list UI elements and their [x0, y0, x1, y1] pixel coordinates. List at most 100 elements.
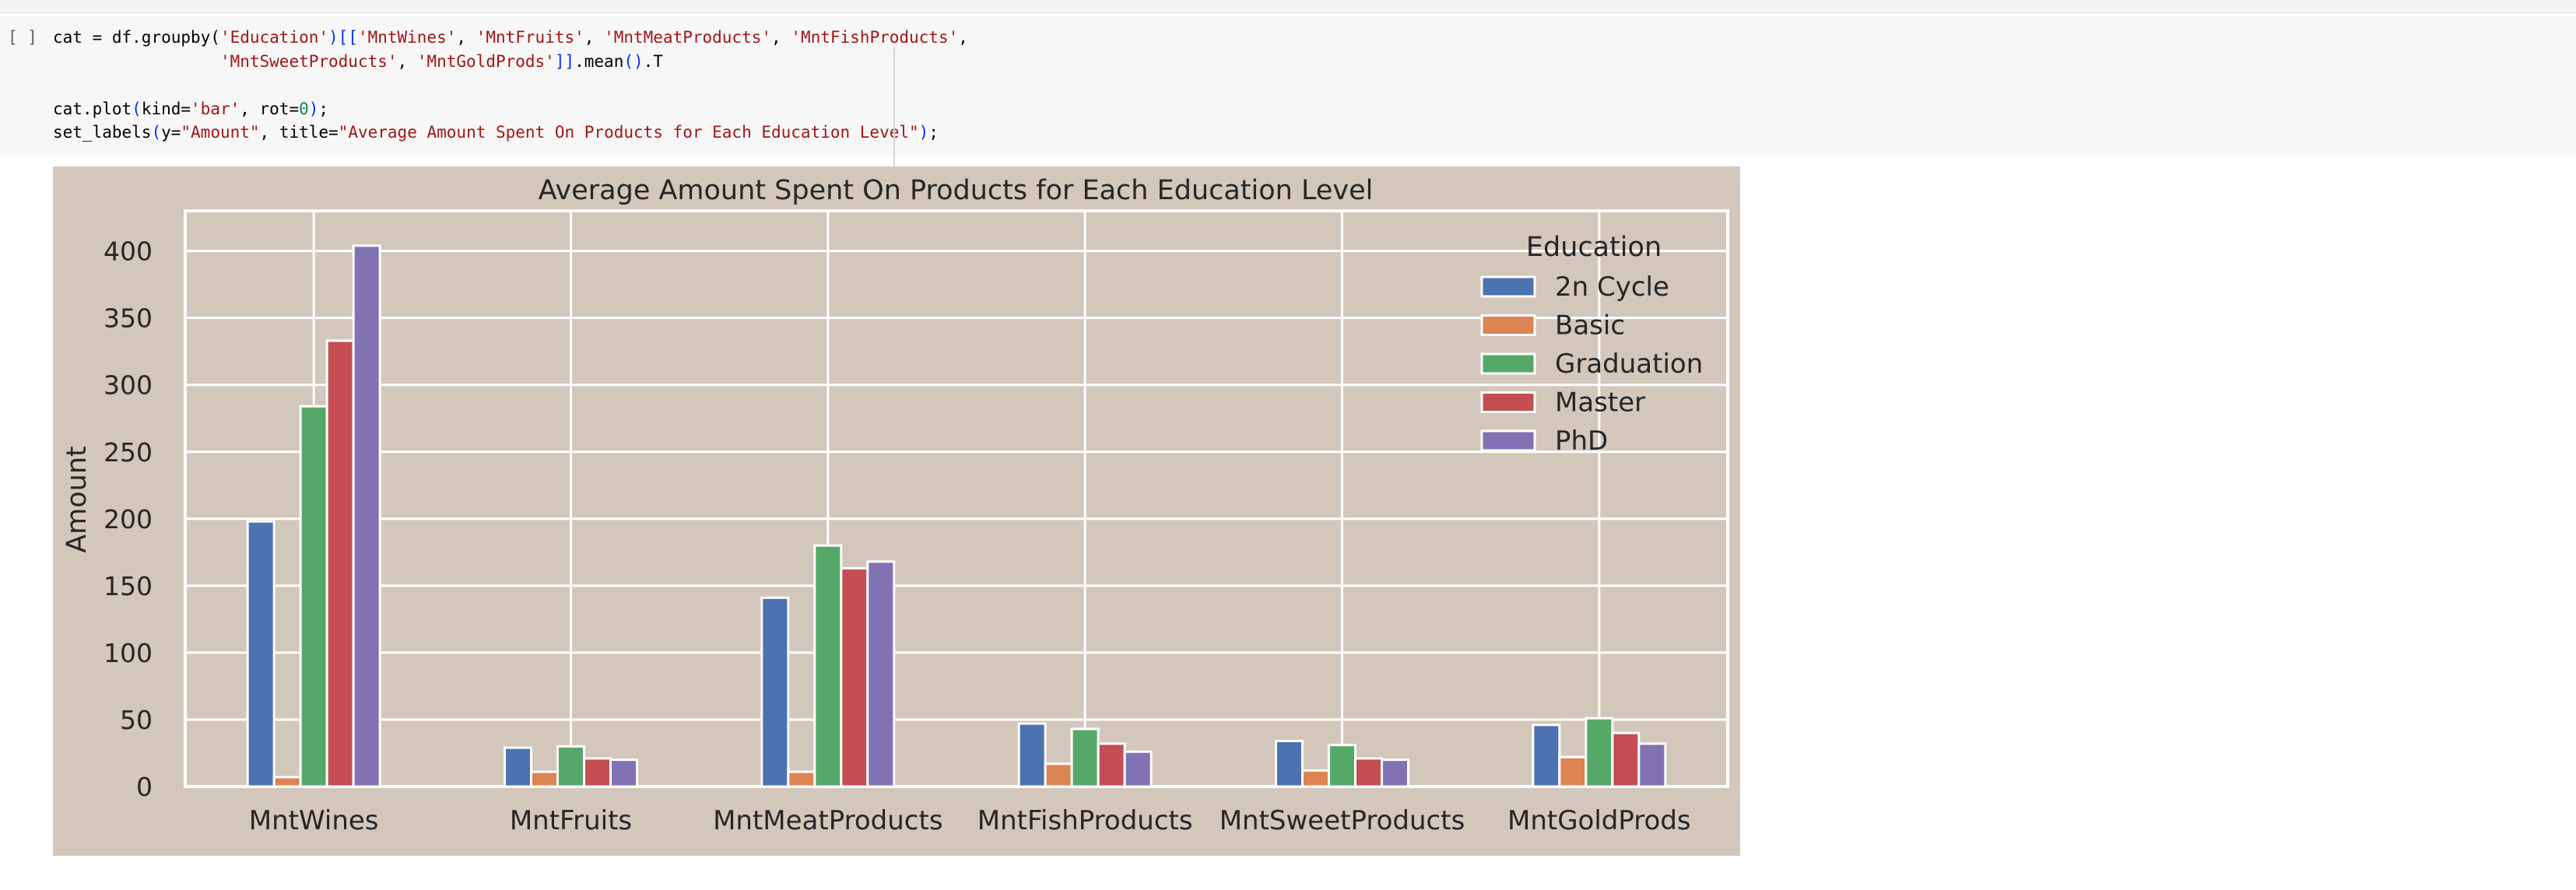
- legend-swatch: [1480, 429, 1536, 452]
- code-line[interactable]: cat.plot(kind='bar', rot=0);: [53, 100, 328, 118]
- bar: [583, 757, 612, 788]
- top-toolbar-strip: [0, 0, 2576, 13]
- legend-label: Graduation: [1555, 349, 1703, 380]
- code-token: 0: [299, 99, 309, 118]
- code-token: 'MntSweetProducts': [219, 51, 398, 71]
- code-token: "Amount": [181, 123, 260, 142]
- bar: [504, 746, 532, 788]
- bar: [1611, 731, 1641, 788]
- cell-output: Average Amount Spent On Products for Eac…: [53, 166, 1740, 856]
- code-line[interactable]: 'MntSweetProducts', 'MntGoldProds']].mea…: [53, 52, 663, 71]
- bar: [1097, 742, 1126, 788]
- grid-lines: [185, 211, 1728, 787]
- code-token: 'MntFruits': [476, 28, 584, 47]
- code-editor[interactable]: cat = df.groupby('Education')[['MntWines…: [53, 26, 968, 145]
- code-token: ;: [318, 99, 329, 118]
- bar: [352, 244, 381, 788]
- y-tick-label: 350: [104, 303, 153, 334]
- y-tick-label: 100: [104, 638, 153, 668]
- code-token: ,: [958, 28, 968, 47]
- x-tick-label: MntWines: [249, 805, 379, 836]
- code-token: .mean: [574, 51, 624, 71]
- y-tick-label: 400: [104, 237, 153, 267]
- legend-label: Master: [1555, 387, 1645, 419]
- code-token: kind=: [141, 99, 191, 118]
- code-token: (): [623, 51, 644, 71]
- y-tick-label: 150: [104, 571, 153, 601]
- x-tick-label: MntMeatProducts: [713, 805, 942, 836]
- code-token: ): [308, 99, 319, 118]
- code-token: 'MntFishProducts': [791, 28, 959, 47]
- cell-run-indicator[interactable]: [ ]: [8, 28, 37, 47]
- legend: Education 2n Cycle Basic Graduation Master P…: [1480, 232, 1703, 457]
- legend-label: 2n Cycle: [1555, 272, 1669, 303]
- bar: [1275, 739, 1304, 788]
- code-token: ,: [771, 28, 791, 47]
- code-token: )[[: [328, 28, 358, 47]
- code-token: ,: [456, 28, 476, 47]
- x-tick-label: MntSweetProducts: [1220, 805, 1465, 836]
- legend-swatch: [1480, 314, 1536, 336]
- code-token: ,: [584, 28, 605, 47]
- code-token: cat = df.groupby(: [53, 28, 220, 47]
- y-tick-label: 50: [120, 705, 153, 735]
- x-tick-label: MntFishProducts: [977, 805, 1193, 836]
- bar: [866, 560, 896, 788]
- bar: [1070, 727, 1100, 788]
- code-line[interactable]: cat = df.groupby('Education')[['MntWines…: [53, 28, 968, 47]
- y-tick-label: 0: [136, 772, 153, 802]
- legend-title: Education: [1526, 232, 1662, 263]
- bar: [609, 759, 638, 788]
- bar: [530, 770, 559, 788]
- code-token: ]]: [554, 51, 575, 71]
- bar: [1532, 724, 1561, 788]
- bar: [840, 566, 869, 788]
- bar: [1123, 750, 1153, 788]
- bar: [1328, 744, 1356, 788]
- code-token: , rot=: [240, 99, 300, 118]
- legend-label: PhD: [1555, 426, 1608, 457]
- bar: [299, 405, 328, 788]
- legend-label: Basic: [1555, 310, 1625, 342]
- code-token: ;: [928, 123, 939, 142]
- plot-area: [184, 209, 1729, 788]
- code-token: (: [132, 99, 142, 118]
- bar: [272, 776, 302, 788]
- bar: [556, 745, 585, 788]
- legend-swatch: [1480, 275, 1536, 298]
- bar: [1044, 762, 1073, 788]
- code-cell[interactable]: [ ] cat = df.groupby('Education')[['MntW…: [0, 16, 2576, 180]
- y-tick-label: 200: [104, 504, 153, 534]
- bar: [1301, 769, 1330, 788]
- code-line[interactable]: set_labels(y="Amount", title="Average Am…: [53, 123, 939, 142]
- code-token: [53, 52, 220, 71]
- bar: [1017, 722, 1047, 788]
- legend-swatch: [1480, 391, 1536, 413]
- y-tick-label: 250: [104, 437, 153, 468]
- x-tick-label: MntGoldProds: [1507, 805, 1691, 836]
- y-tick-labels: 0 50 100 150 200 250 300 350 400: [104, 237, 153, 802]
- code-token: y=: [161, 123, 181, 142]
- code-token: 'bar': [191, 99, 240, 118]
- chart-title: Average Amount Spent On Products for Eac…: [539, 175, 1374, 206]
- bar: [787, 770, 816, 788]
- code-token: cat.plot: [53, 99, 132, 118]
- code-token: 'MntGoldProds': [416, 51, 555, 71]
- bar: [1637, 742, 1667, 788]
- y-tick-label: 300: [104, 370, 153, 401]
- bar: [1585, 717, 1614, 788]
- code-token: 'Education': [219, 28, 329, 47]
- bar: [1558, 755, 1588, 788]
- code-token: ,: [397, 51, 417, 71]
- bars: [246, 244, 1667, 788]
- bar: [246, 520, 275, 788]
- code-token: 'MntMeatProducts': [604, 28, 771, 47]
- code-token: set_labels: [53, 123, 152, 142]
- bar: [325, 339, 355, 788]
- bar: [1381, 759, 1409, 788]
- code-token: .T: [643, 51, 663, 71]
- x-tick-label: MntFruits: [510, 805, 632, 836]
- bar: [1354, 757, 1383, 788]
- y-axis-label: Amount: [61, 446, 93, 553]
- editor-cursor-guide: [893, 47, 895, 180]
